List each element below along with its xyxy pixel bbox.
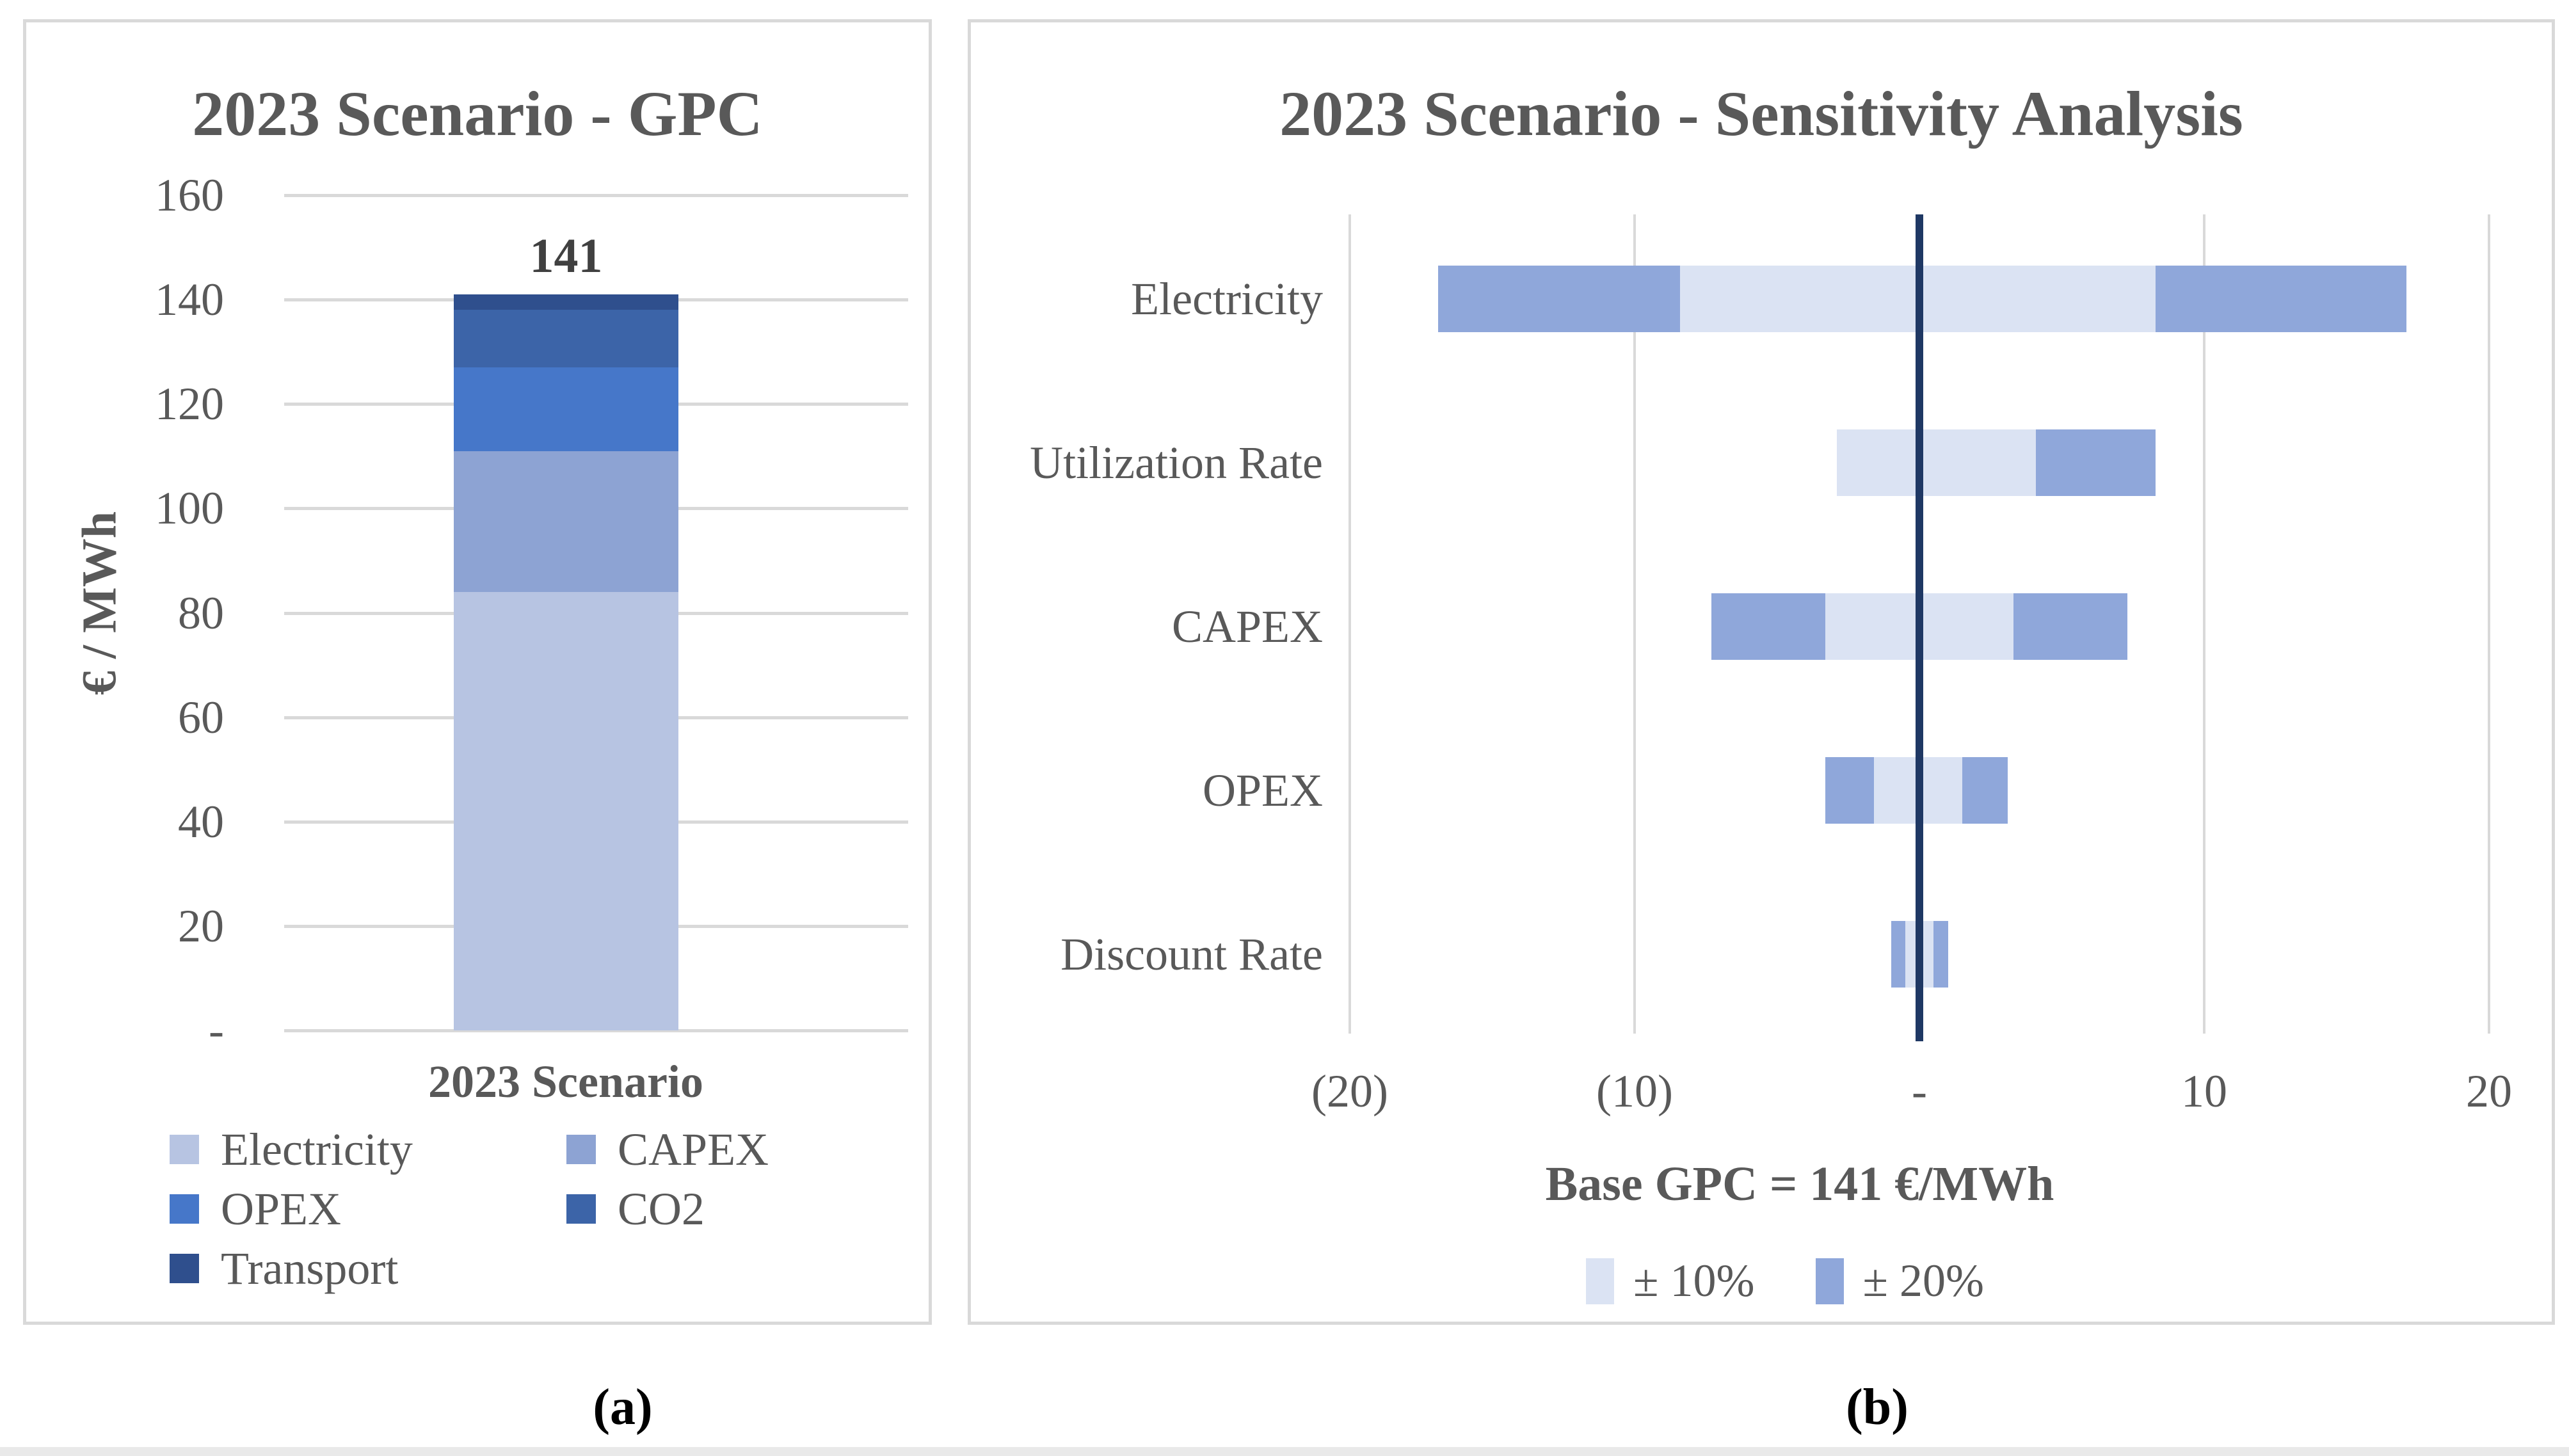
legend-label-opex: OPEX xyxy=(221,1183,342,1235)
x-gridline--20 xyxy=(1349,214,1351,1034)
sensitivity-x-axis-title: Base GPC = 141 €/MWh xyxy=(1545,1157,2054,1211)
legend-swatch-20pct xyxy=(1815,1258,1844,1304)
bar-segment-capex xyxy=(454,451,678,592)
x-gridline-20 xyxy=(2488,214,2490,1034)
base-gpc-line xyxy=(1916,214,1923,1041)
x-tick-label--10: (10) xyxy=(1596,1066,1673,1117)
y-gridline-160 xyxy=(284,194,908,197)
legend-swatch-opex xyxy=(170,1194,199,1224)
x-gridline--10 xyxy=(1633,214,1636,1034)
gpc-legend: Electricity OPEX Transport CAPEX CO2 xyxy=(26,22,929,1322)
sensitivity-chart-panel: 2023 Scenario - Sensitivity Analysis (20… xyxy=(968,19,2555,1325)
bar-segment-electricity xyxy=(454,591,678,1030)
legend-label-co2: CO2 xyxy=(618,1183,705,1235)
sensitivity-plot-area: (20) (10) - 10 20 Electricity Utilization Rate… xyxy=(1030,214,2523,1117)
x-tick-label--20: (20) xyxy=(1311,1066,1388,1117)
gpc-plot-area: 160 140 120 100 80 60 40 20 - 141 xyxy=(155,170,908,1056)
legend-swatch-transport xyxy=(170,1254,199,1283)
bar-segment-co2 xyxy=(454,310,678,368)
x-gridline-10 xyxy=(2203,214,2205,1034)
x-tick-label-10: 10 xyxy=(2181,1066,2227,1117)
gpc-x-category-label: 2023 Scenario xyxy=(428,1056,703,1107)
y-gridline-0 xyxy=(284,1029,908,1032)
y-tick-label-100: 100 xyxy=(155,483,224,534)
y-tick-label-120: 120 xyxy=(155,378,224,430)
category-label-utilization-rate: Utilization Rate xyxy=(1030,437,1323,488)
x-tick-label-0: - xyxy=(1912,1066,1927,1117)
y-tick-label-20: 20 xyxy=(178,900,224,952)
y-tick-label-0: - xyxy=(209,1005,224,1056)
legend-item-20pct: ± 20% xyxy=(1815,1254,1985,1308)
legend-label-10pct: ± 10% xyxy=(1633,1255,1755,1306)
caption-b: (b) xyxy=(1846,1379,1909,1436)
bar-segment-transport xyxy=(454,294,678,310)
category-label-discount-rate: Discount Rate xyxy=(1060,929,1323,980)
page-edge-strip xyxy=(0,1447,2569,1456)
legend-item-10pct: ± 10% xyxy=(1586,1254,1755,1308)
caption-a: (a) xyxy=(593,1379,653,1436)
y-tick-label-80: 80 xyxy=(178,587,224,639)
legend-label-capex: CAPEX xyxy=(618,1124,769,1175)
legend-label-electricity: Electricity xyxy=(221,1124,413,1175)
tornado-bar-utilization-rate-10pct xyxy=(1836,429,2037,496)
bar-total-label: 141 xyxy=(529,228,603,283)
y-tick-label-60: 60 xyxy=(178,691,224,743)
y-tick-label-40: 40 xyxy=(178,796,224,847)
legend-swatch-electricity xyxy=(170,1135,199,1164)
category-label-opex: OPEX xyxy=(1202,765,1323,816)
legend-label-transport: Transport xyxy=(221,1243,399,1294)
bar-segment-opex xyxy=(454,367,678,451)
sensitivity-legend: ± 10% ± 20% xyxy=(1012,1254,2558,1308)
category-label-capex: CAPEX xyxy=(1171,601,1323,652)
y-tick-label-160: 160 xyxy=(155,170,224,221)
sensitivity-chart-title: 2023 Scenario - Sensitivity Analysis xyxy=(1279,78,2243,149)
y-tick-label-140: 140 xyxy=(155,274,224,326)
category-label-electricity: Electricity xyxy=(1131,273,1323,324)
legend-swatch-10pct xyxy=(1586,1258,1614,1304)
legend-swatch-co2 xyxy=(566,1194,596,1224)
gpc-chart-panel: 2023 Scenario - GPC € / MWh 160 140 120 100… xyxy=(23,19,932,1325)
legend-label-20pct: ± 20% xyxy=(1862,1255,1985,1306)
gpc-chart-title: 2023 Scenario - GPC xyxy=(192,78,763,149)
legend-swatch-capex xyxy=(566,1135,596,1164)
x-tick-label-20: 20 xyxy=(2466,1066,2512,1117)
